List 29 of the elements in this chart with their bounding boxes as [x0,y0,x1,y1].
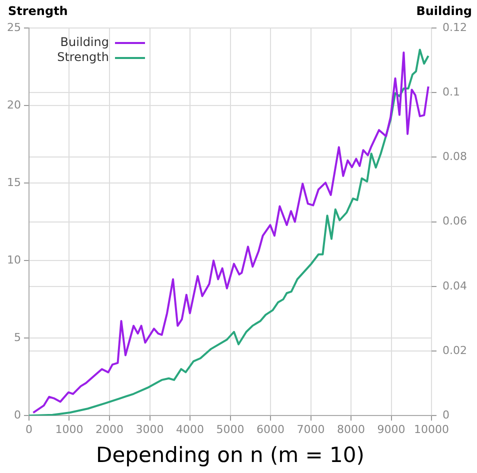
y-tick-label: 15 [6,176,21,189]
y2-axis-title: Building [416,4,472,18]
y2-tick-label: 0 [442,408,450,422]
legend-label: Strength [57,50,109,64]
x-axis-title: Depending on n (m = 10) [96,442,364,467]
x-tick-label: 7000 [296,423,325,436]
x-tick-label: 2000 [96,423,124,436]
y-axis-title: Strength [8,4,68,18]
y2-tick-label: 0.08 [442,150,468,164]
y2-tick-label: 0.04 [442,279,468,292]
x-tick-label: 4000 [176,423,204,436]
legend-label: Building [60,35,109,50]
x-tick-label: 6000 [256,423,285,436]
y-tick-label: 20 [6,98,21,112]
y2-tick-label: 0.06 [442,214,468,228]
y2-tick-label: 0.12 [442,20,468,34]
x-tick-label: 8000 [337,423,366,436]
x-tick-label: 1000 [55,423,84,436]
y2-tick-label: 0.02 [442,344,468,357]
x-tick-label: 5000 [216,423,244,436]
x-tick-label: 0 [25,423,32,436]
y-tick-label: 0 [14,408,21,422]
y-tick-label: 25 [6,20,21,34]
x-tick-label: 3000 [136,423,164,436]
y-tick-label: 10 [6,253,21,266]
y-tick-label: 5 [14,330,21,344]
x-tick-label: 10000 [414,423,450,436]
y2-tick-label: 0.1 [442,85,460,98]
x-tick-label: 9000 [377,423,406,436]
